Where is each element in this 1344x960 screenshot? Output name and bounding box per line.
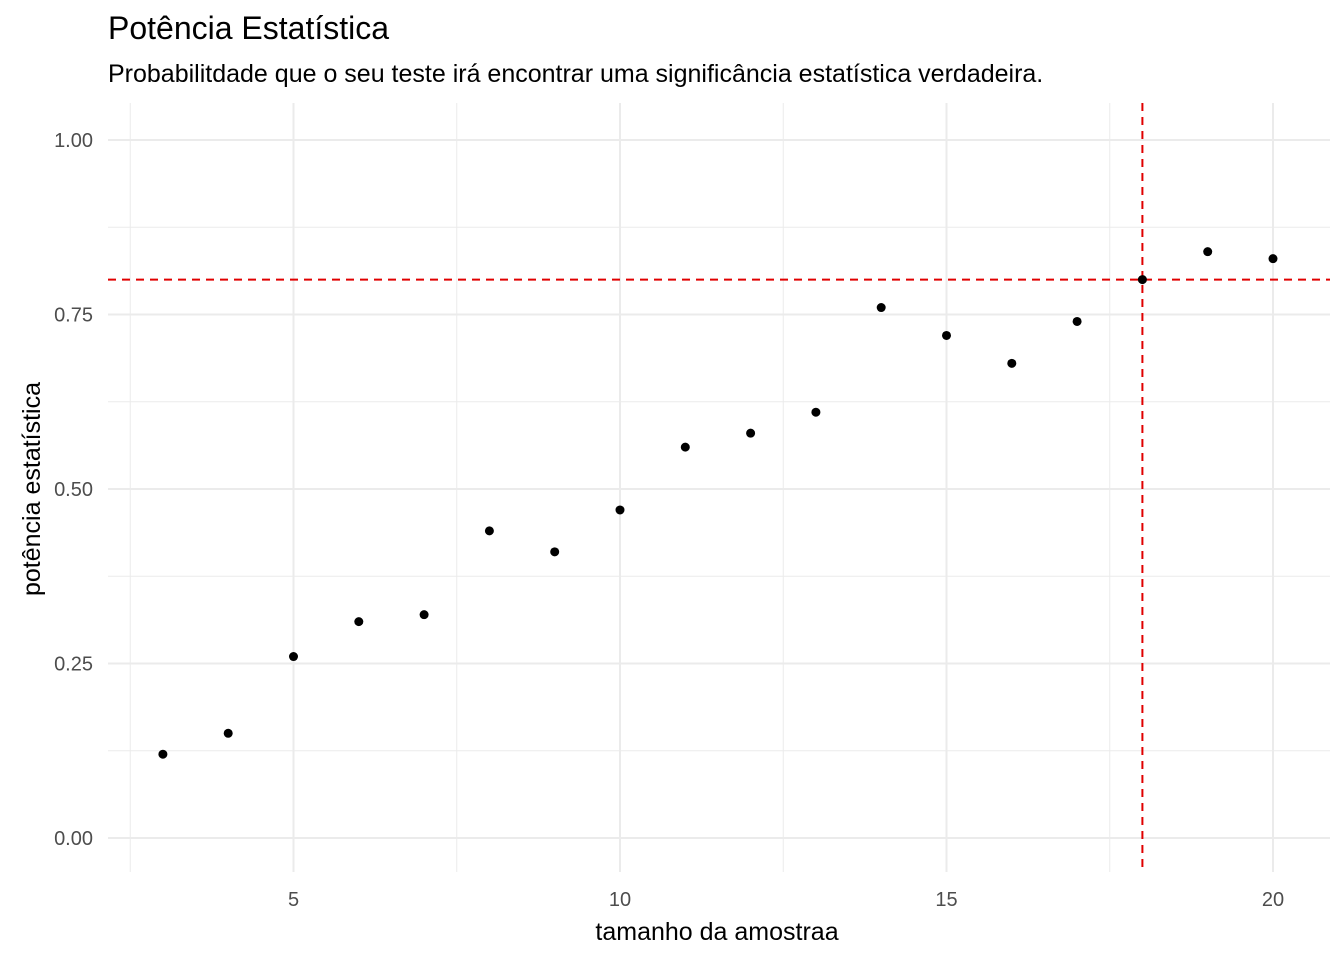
data-point bbox=[289, 652, 298, 662]
y-axis-title: potência estatística bbox=[18, 382, 46, 596]
major-gridlines bbox=[108, 103, 1330, 872]
data-points bbox=[158, 247, 1278, 759]
x-tick-label: 10 bbox=[609, 889, 631, 911]
data-point bbox=[1203, 247, 1213, 257]
data-point bbox=[746, 428, 756, 438]
data-point bbox=[1268, 254, 1278, 264]
chart-subtitle: Probabilitdade que o seu teste irá encon… bbox=[108, 60, 1044, 88]
data-point bbox=[484, 526, 494, 536]
chart-title: Potência Estatística bbox=[108, 10, 390, 46]
data-point bbox=[811, 407, 821, 417]
data-point bbox=[223, 728, 233, 738]
data-point bbox=[1137, 275, 1147, 285]
reference-lines bbox=[108, 103, 1330, 872]
x-tick-label: 15 bbox=[935, 889, 957, 911]
data-point bbox=[354, 617, 364, 627]
data-point bbox=[615, 505, 625, 515]
y-tick-label: 0.50 bbox=[54, 479, 93, 501]
data-point bbox=[158, 749, 168, 759]
data-point bbox=[1072, 316, 1082, 326]
y-tick-label: 0.00 bbox=[54, 828, 93, 850]
data-point bbox=[550, 547, 560, 557]
x-axis-ticks: 5 10 15 20 bbox=[288, 889, 1284, 911]
minor-gridlines bbox=[108, 103, 1330, 872]
y-tick-label: 1.00 bbox=[54, 130, 93, 152]
x-axis-title: tamanho da amostraa bbox=[595, 918, 838, 946]
x-tick-label: 5 bbox=[288, 889, 299, 911]
y-tick-label: 0.25 bbox=[54, 654, 93, 676]
data-point bbox=[1007, 358, 1017, 368]
x-tick-label: 20 bbox=[1262, 889, 1284, 911]
data-point bbox=[680, 442, 690, 452]
y-tick-label: 0.75 bbox=[54, 305, 93, 327]
data-point bbox=[942, 330, 951, 340]
y-axis-ticks: 0.00 0.25 0.50 0.75 1.00 bbox=[54, 130, 93, 850]
data-point bbox=[876, 303, 886, 313]
data-point bbox=[419, 610, 429, 620]
